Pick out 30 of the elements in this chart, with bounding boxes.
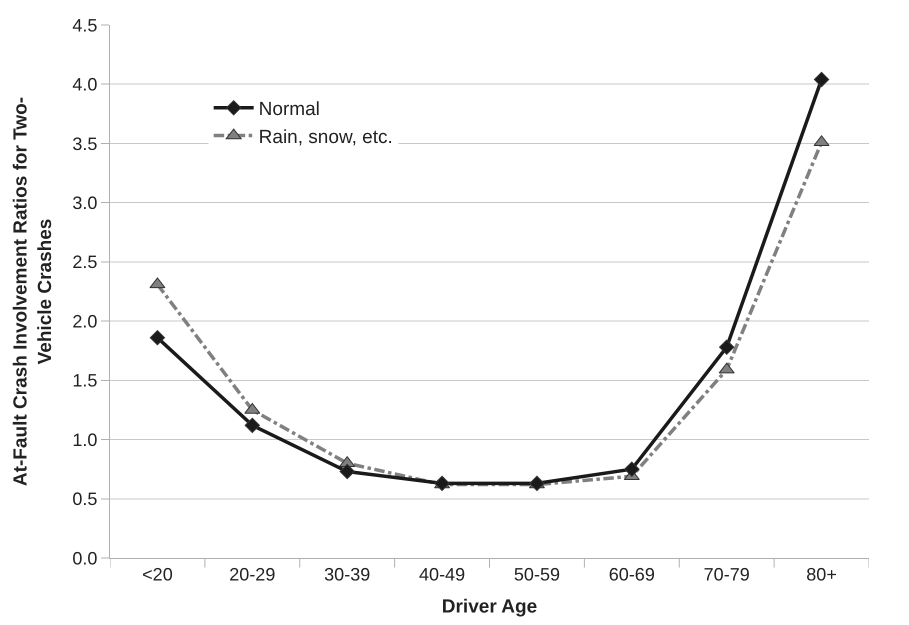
x-tick-label: 70-79: [704, 564, 750, 585]
x-tick-label: 80+: [806, 564, 837, 585]
point: [529, 476, 545, 492]
x-tick-label: 60-69: [608, 564, 655, 585]
x-tick-label: <20: [142, 564, 173, 585]
y-tick-label: 4.5: [72, 15, 98, 36]
x-tick-label: 20-29: [229, 564, 276, 585]
x-tick-label: 30-39: [324, 564, 370, 585]
point: [150, 330, 166, 346]
y-tick-label: 3.0: [72, 192, 98, 213]
y-tick-label: 2.5: [72, 252, 98, 272]
point: [434, 476, 450, 492]
y-tick-label: 2.0: [72, 311, 98, 332]
y-tick-label: 1.5: [72, 370, 98, 391]
y-tick-label: 1.0: [72, 430, 98, 450]
point: [719, 340, 734, 355]
legend-label: Rain, snow, etc.: [258, 126, 393, 148]
point: [814, 72, 830, 88]
x-tick-label: 40-49: [419, 564, 466, 585]
point: [244, 418, 260, 433]
y-tick-label: 0.5: [72, 489, 98, 510]
x-axis-title: Driver Age: [442, 596, 538, 618]
y-tick-label: 0.0: [72, 548, 98, 568]
y-tick-label: 3.5: [72, 134, 98, 154]
y-tick-label: 4.0: [72, 74, 98, 95]
point: [624, 462, 640, 477]
x-tick-label: 50-59: [514, 564, 560, 585]
point: [340, 464, 355, 480]
y-axis-title: At-Fault Crash Involvement Ratios for Two-Vehicle Crashes: [10, 96, 56, 486]
legend-label: Normal: [258, 99, 320, 120]
